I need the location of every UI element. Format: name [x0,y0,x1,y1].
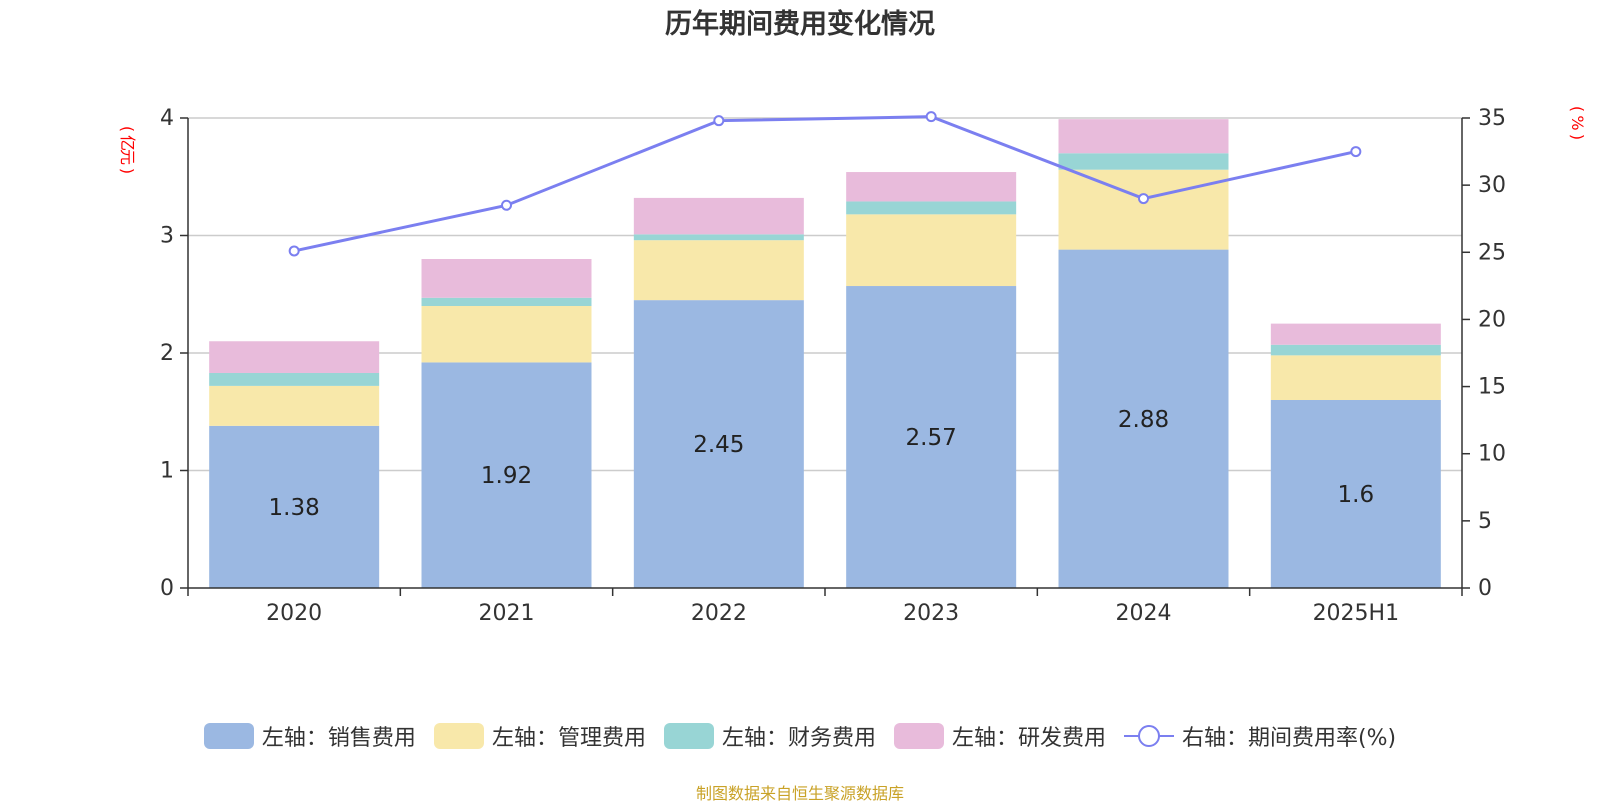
legend-label-finance: 左轴：财务费用 [721,726,876,751]
legend-item-admin[interactable]: 左轴：管理费用 [433,720,646,752]
rate-point [1350,146,1362,158]
bar-data-label: 2.45 [693,432,744,458]
rate-line [293,115,1357,253]
right-axis-tick-label: 0 [1478,576,1492,601]
bar-data-label: 1.6 [1338,482,1375,508]
source-note: 制图数据来自恒生聚源数据库 [695,784,904,803]
bar-data-label: 2.88 [1118,407,1169,433]
right-axis-tick-label: 15 [1478,375,1506,400]
right-axis-tick-label: 25 [1478,240,1506,265]
bar-rd [421,259,592,298]
bar-admin [846,214,1017,287]
rate-point [288,245,300,257]
legend-item-sales[interactable]: 左轴：销售费用 [203,720,416,752]
bar-rd [633,197,804,235]
bar-admin [209,385,380,426]
right-axis-tick-label: 20 [1478,307,1506,332]
bar-rd [1270,323,1441,345]
legend-label-rate: 右轴：期间费用率(%) [1181,726,1397,751]
left-axis-tick-label: 0 [160,576,174,601]
bar-sales [1270,400,1441,588]
legend-swatch-rate [1123,725,1174,747]
x-axis-tick-label: 2020 [266,601,322,626]
legend-label-admin: 左轴：管理费用 [491,726,646,751]
right-axis-tick-label: 10 [1478,442,1506,467]
bar-finance [633,234,804,241]
bar-sales [846,286,1017,588]
bar-admin [1058,169,1229,250]
bar-finance [421,297,592,306]
rate-point [501,199,512,211]
bar-sales [633,300,804,588]
legend: 左轴：销售费用 左轴：管理费用 左轴：财务费用 左轴：研发费用 右轴：期间费用率… [0,720,1600,752]
rate-point [925,111,937,123]
legend-item-rd[interactable]: 左轴：研发费用 [893,720,1106,752]
x-axis-tick-label: 2024 [1116,601,1172,626]
rate-point [713,115,725,127]
bar-admin [633,240,804,301]
legend-label-rd: 左轴：研发费用 [951,726,1106,751]
bar-finance [846,201,1017,215]
x-axis-tick-label: 2021 [479,601,535,626]
bar-admin [421,306,592,363]
left-axis-tick-label: 3 [160,224,174,249]
right-axis-tick-label: 35 [1478,106,1506,131]
bar-sales [421,362,592,588]
legend-label-sales: 左轴：销售费用 [261,726,416,751]
bar-rd [846,172,1017,202]
legend-swatch-sales [203,723,254,749]
left-axis-tick-label: 4 [160,106,174,131]
right-axis-tick-label: 30 [1478,173,1506,198]
bar-sales [209,425,380,588]
bar-rd [209,341,380,373]
bar-finance [1270,344,1441,356]
bar-data-label: 1.38 [269,495,320,521]
left-axis-tick-label: 1 [160,459,174,484]
chart-title: 历年期间费用变化情况 [665,9,935,40]
x-axis-tick-label: 2022 [691,601,747,626]
left-axis-tick-label: 2 [160,341,174,366]
legend-swatch-finance [663,723,714,749]
legend-item-rate[interactable]: 右轴：期间费用率(%) [1123,720,1397,752]
bar-data-label: 1.92 [481,463,532,489]
legend-swatch-admin [433,723,484,749]
bar-sales [1058,249,1229,588]
rate-point [1138,193,1149,205]
bar-rd [1058,119,1229,154]
right-axis-tick-label: 5 [1478,509,1492,534]
bar-finance [1058,153,1229,170]
bar-data-label: 2.57 [906,425,957,451]
bar-admin [1270,355,1441,400]
legend-item-finance[interactable]: 左轴：财务费用 [663,720,876,752]
bar-finance [209,372,380,386]
x-axis-tick-label: 2025H1 [1313,601,1400,626]
legend-swatch-rd [893,723,944,749]
x-axis-tick-label: 2023 [903,601,959,626]
